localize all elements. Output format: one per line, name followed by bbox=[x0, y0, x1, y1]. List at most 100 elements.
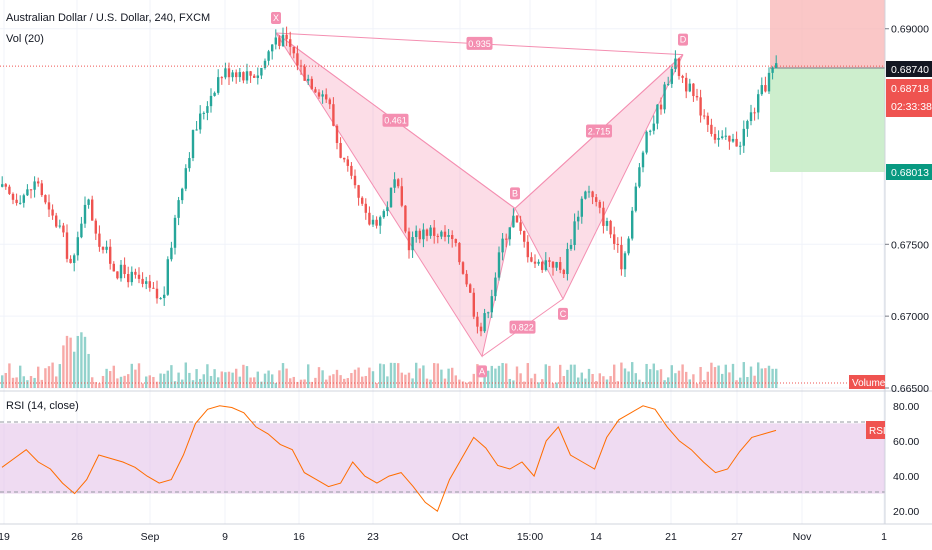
volume-bar bbox=[346, 378, 349, 388]
price-tick-label: 0.67000 bbox=[891, 311, 929, 323]
take-profit-zone[interactable] bbox=[770, 68, 885, 172]
volume-bar bbox=[382, 364, 385, 388]
volume-bar bbox=[109, 371, 112, 388]
rsi-axis[interactable]: 80.00 60.00 40.00 20.00 bbox=[893, 401, 919, 518]
candle-body bbox=[321, 94, 324, 97]
volume-bar bbox=[8, 363, 11, 388]
rsi-indicator-label[interactable]: RSI (14, close) bbox=[6, 400, 79, 412]
volume-bar bbox=[4, 372, 7, 388]
volume-bar bbox=[274, 382, 277, 388]
candle-body bbox=[73, 255, 76, 263]
volume-bar bbox=[181, 379, 184, 388]
harmonic-pattern[interactable]: 0.935 0.461 0.822 2.715 X A B C D bbox=[271, 12, 688, 378]
candle-body bbox=[674, 58, 677, 69]
price-axis[interactable]: 0.69000 0.67500 0.67000 0.66500 bbox=[885, 24, 929, 395]
volume-bar bbox=[573, 364, 576, 388]
candle-body bbox=[479, 326, 483, 332]
candle-body bbox=[631, 210, 634, 239]
candle-body bbox=[339, 143, 342, 158]
candlestick-series[interactable] bbox=[1, 26, 778, 337]
volume-bar bbox=[213, 369, 216, 388]
candle-body bbox=[641, 152, 645, 168]
volume-bar bbox=[497, 365, 501, 388]
candle-body bbox=[62, 225, 65, 233]
volume-bar bbox=[436, 363, 439, 388]
pattern-point-bg bbox=[558, 307, 568, 320]
volume-bar bbox=[577, 377, 580, 388]
target-price-tag-bg bbox=[886, 164, 932, 180]
pattern-ratio-label: 0.822 bbox=[511, 323, 534, 333]
candle-body bbox=[87, 199, 90, 205]
pattern-point-label[interactable]: C bbox=[560, 309, 567, 319]
volume-bar bbox=[645, 363, 648, 388]
candle-body bbox=[19, 202, 22, 204]
candle-body bbox=[577, 216, 580, 222]
candle-body bbox=[116, 271, 119, 279]
time-tick-label: 9 bbox=[222, 531, 228, 543]
volume-bar bbox=[641, 381, 645, 388]
volume-bar bbox=[188, 372, 191, 388]
candle-body bbox=[397, 179, 400, 187]
candle-body bbox=[537, 261, 540, 264]
candle-body bbox=[170, 247, 173, 260]
candle-body bbox=[461, 262, 465, 274]
candle-body bbox=[155, 288, 159, 299]
candle-body bbox=[433, 227, 436, 236]
candle-body bbox=[404, 205, 407, 232]
candle-body bbox=[375, 219, 378, 226]
candle-body bbox=[1, 184, 4, 187]
volume-bar bbox=[379, 363, 382, 388]
candle-body bbox=[451, 235, 454, 240]
volume-bar bbox=[137, 363, 141, 388]
pattern-point-label[interactable]: D bbox=[680, 35, 687, 45]
volume-bar bbox=[483, 374, 486, 388]
candle-body bbox=[562, 269, 565, 275]
candle-body bbox=[652, 123, 655, 131]
volume-bar bbox=[490, 365, 493, 388]
candle-body bbox=[713, 133, 717, 140]
candle-body bbox=[98, 233, 101, 247]
candle-body bbox=[332, 104, 335, 126]
candle-body bbox=[325, 94, 328, 100]
candle-body bbox=[703, 115, 706, 117]
candle-body bbox=[613, 234, 616, 244]
volume-bar bbox=[29, 376, 33, 388]
pattern-point-label[interactable]: X bbox=[273, 13, 279, 23]
candle-body bbox=[649, 130, 652, 132]
volume-bar bbox=[620, 362, 623, 388]
volume-bar bbox=[353, 369, 357, 388]
candle-body bbox=[548, 260, 551, 262]
volume-bar bbox=[335, 369, 339, 388]
volume-bar bbox=[631, 362, 634, 388]
pattern-ratio-bg bbox=[509, 320, 536, 334]
volume-bar bbox=[65, 335, 69, 388]
volume-bar bbox=[101, 375, 105, 388]
candle-body bbox=[591, 191, 594, 198]
time-tick-label: 1 bbox=[881, 531, 887, 543]
volume-bar bbox=[19, 365, 22, 388]
candle-body bbox=[105, 246, 108, 250]
volume-bar bbox=[764, 368, 767, 388]
volume-bar bbox=[505, 363, 508, 388]
candle-body bbox=[26, 189, 29, 196]
volume-bar bbox=[487, 370, 490, 388]
pattern-point-label[interactable]: A bbox=[479, 366, 485, 376]
volume-bar bbox=[562, 376, 565, 388]
candle-body bbox=[213, 92, 216, 96]
time-axis[interactable]: 19 26 Sep 9 16 23 Oct 15:00 14 21 27 Nov 1 bbox=[0, 531, 887, 543]
rsi-tag-bg bbox=[866, 421, 885, 439]
stop-loss-zone[interactable] bbox=[770, 0, 885, 68]
volume-bar bbox=[699, 366, 702, 388]
candle-body bbox=[616, 243, 619, 245]
volume-bar bbox=[667, 377, 670, 388]
candle-body bbox=[688, 83, 691, 92]
pattern-point-label[interactable]: B bbox=[512, 188, 518, 198]
volume-bar bbox=[465, 382, 468, 388]
volume-bar bbox=[26, 380, 29, 388]
volume-bar bbox=[332, 374, 335, 388]
candle-body bbox=[101, 246, 105, 250]
pattern-point-bg bbox=[477, 365, 487, 378]
volume-indicator-label[interactable]: Vol (20) bbox=[6, 33, 44, 45]
candle-body bbox=[209, 95, 213, 107]
